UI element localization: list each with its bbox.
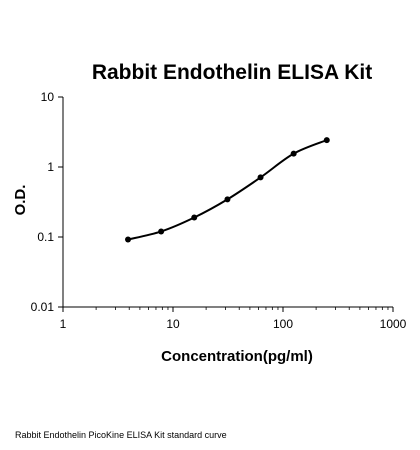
y-tick-label: 1 [47,160,54,174]
chart-caption: Rabbit Endothelin PicoKine ELISA Kit sta… [15,430,227,440]
y-tick-label: 10 [41,90,55,104]
data-point [290,150,297,157]
x-tick-label: 10 [166,317,180,331]
x-tick-label: 1000 [380,317,407,331]
y-ticks: 0.01 0.1 1 10 [31,90,63,314]
x-tick-label: 100 [273,317,293,331]
x-axis-label: Concentration(pg/ml) [161,348,313,365]
x-ticks: 1 10 100 1000 [60,307,407,331]
y-tick-label: 0.01 [31,300,55,314]
x-tick-label: 1 [60,317,67,331]
data-point [125,236,132,243]
data-point [224,196,231,203]
data-point [191,214,198,221]
chart-title: Rabbit Endothelin ELISA Kit [92,61,372,84]
data-point [323,137,330,144]
data-point [158,228,165,235]
y-tick-label: 0.1 [37,230,54,244]
plot-area: 0.01 0.1 1 10 1 10 100 1000 [31,90,407,331]
y-axis-label: O.D. [12,185,29,216]
data-point [257,174,264,181]
data-points [125,137,330,243]
series-line [127,139,328,241]
